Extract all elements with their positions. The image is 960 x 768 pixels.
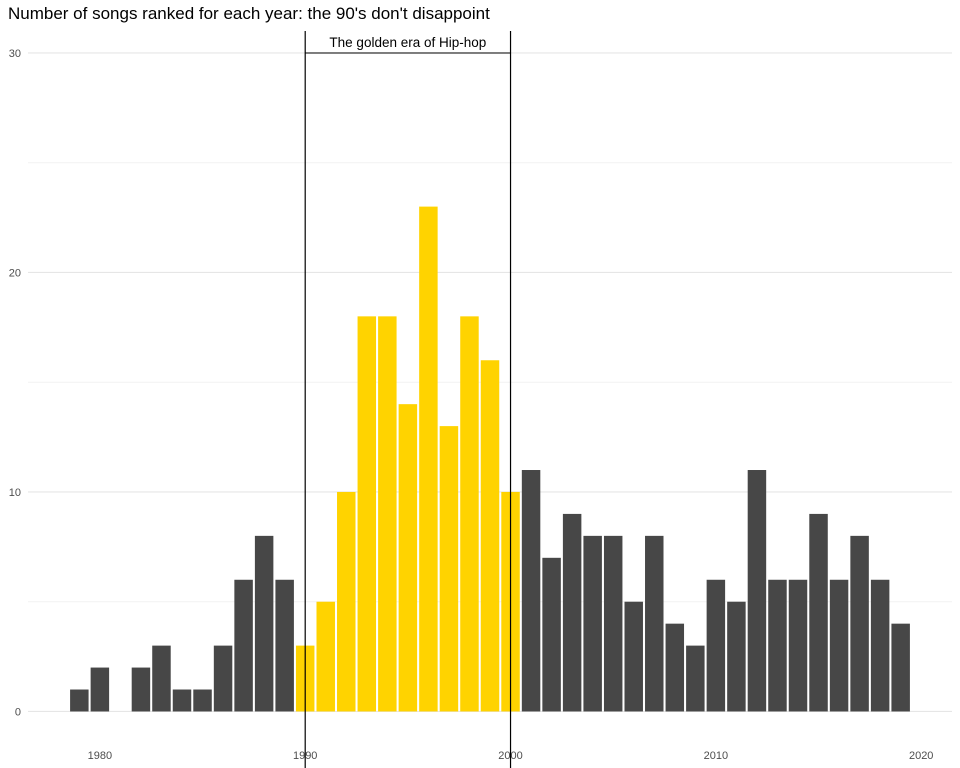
bar-2015 — [809, 513, 828, 712]
bar-2017 — [850, 535, 869, 712]
bar-1994 — [378, 316, 397, 712]
bar-2007 — [645, 535, 664, 712]
bar-2004 — [583, 535, 602, 712]
y-tick-label: 20 — [9, 267, 21, 279]
bar-1988 — [254, 535, 274, 712]
bar-1987 — [234, 579, 253, 712]
bar-2012 — [747, 470, 767, 712]
bar-2016 — [829, 579, 849, 712]
bar-1997 — [439, 426, 459, 712]
bar-1982 — [131, 667, 151, 712]
bar-1979 — [70, 689, 89, 712]
bar-1991 — [316, 601, 335, 712]
bar-1983 — [152, 645, 171, 712]
bar-1998 — [460, 316, 479, 712]
bar-1996 — [419, 206, 438, 712]
y-tick-label: 30 — [9, 48, 21, 60]
bar-2008 — [665, 623, 685, 712]
bar-2011 — [727, 601, 746, 712]
bar-2018 — [870, 579, 890, 712]
bar-1985 — [193, 689, 212, 712]
y-tick-label: 10 — [9, 487, 21, 499]
y-axis-labels: 0 10 20 30 — [9, 48, 21, 719]
bar-2005 — [603, 535, 623, 712]
bar-1995 — [398, 404, 418, 712]
x-tick-label: 1990 — [293, 750, 317, 762]
x-tick-label: 1980 — [88, 750, 112, 762]
bar-2010 — [706, 579, 726, 712]
bar-2006 — [624, 601, 643, 712]
bar-2001 — [521, 470, 541, 712]
x-axis-labels: 1980 1990 2000 2010 2020 — [88, 750, 934, 762]
x-tick-label: 2010 — [704, 750, 728, 762]
bar-2014 — [788, 579, 808, 712]
bar-2013 — [768, 579, 787, 712]
x-tick-label: 2020 — [909, 750, 933, 762]
annotation-label: The golden era of Hip-hop — [329, 35, 486, 50]
bar-2002 — [542, 557, 561, 712]
y-tick-label: 0 — [15, 706, 21, 718]
bar-1993 — [357, 316, 377, 712]
x-tick-label: 2000 — [498, 750, 522, 762]
bar-2003 — [562, 513, 582, 712]
bar-2019 — [891, 623, 910, 712]
bars — [70, 206, 910, 712]
bar-1980 — [90, 667, 110, 712]
bar-1989 — [275, 579, 294, 712]
bar-2009 — [686, 645, 705, 712]
bar-1984 — [172, 689, 192, 712]
bar-1992 — [337, 491, 356, 712]
annotation: The golden era of Hip-hop — [304, 31, 512, 768]
bar-1999 — [480, 360, 500, 712]
chart-title: Number of songs ranked for each year: th… — [8, 4, 490, 23]
bar-1986 — [213, 645, 233, 712]
